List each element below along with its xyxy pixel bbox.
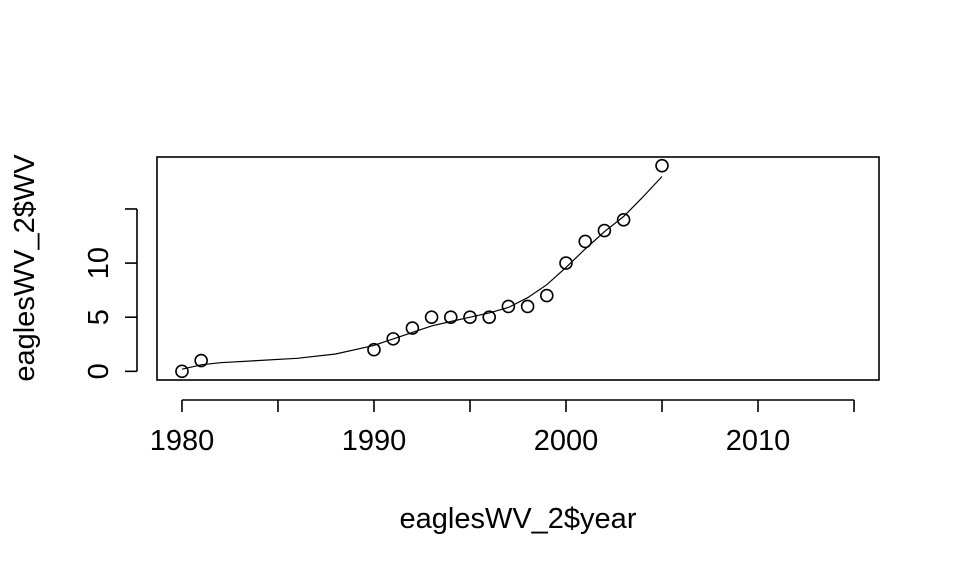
y-axis-title: eaglesWV_2$WV [9, 154, 41, 382]
data-point [597, 223, 612, 238]
x-tick-label: 1990 [342, 425, 407, 457]
axes-layer: 1980 1990 2000 2010 0 5 10 [83, 156, 880, 457]
data-point [443, 310, 458, 325]
data-point [367, 342, 381, 357]
data-point [616, 212, 631, 227]
data-point [578, 234, 593, 249]
data-point [194, 353, 208, 368]
y-tick-label: 5 [83, 309, 115, 325]
data-point [501, 299, 516, 314]
data-point [463, 310, 477, 325]
x-tick-label: 2000 [534, 425, 599, 457]
data-point [405, 321, 420, 335]
x-tick-label: 2010 [726, 425, 791, 457]
plot-frame [156, 156, 880, 381]
x-axis-title: eaglesWV_2$year [400, 503, 637, 535]
data-point [540, 288, 554, 303]
data-point [175, 364, 189, 379]
data-point [386, 332, 400, 346]
data-point [482, 310, 496, 325]
y-tick-label: 0 [83, 363, 115, 379]
data-point [559, 256, 573, 270]
smooth-line [181, 176, 663, 370]
y-tick-label: 10 [83, 247, 115, 279]
data-point [424, 310, 439, 325]
marks-layer [175, 158, 669, 379]
data-point [655, 158, 669, 173]
data-point [520, 299, 535, 314]
x-tick-label: 1980 [150, 425, 215, 457]
